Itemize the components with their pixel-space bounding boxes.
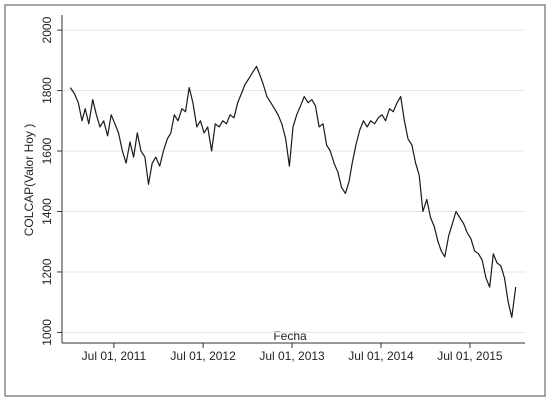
frame <box>4 4 546 397</box>
y-tick-label: 2000 <box>40 16 54 43</box>
x-tick-label: Jul 01, 2013 <box>259 349 325 363</box>
x-tick-label: Jul 01, 2015 <box>437 349 503 363</box>
y-tick-label: 1400 <box>40 198 54 225</box>
x-axis-label: Fecha <box>273 329 307 343</box>
y-tick-label: 1800 <box>40 77 54 104</box>
y-tick-label: 1600 <box>40 137 54 164</box>
line <box>69 65 517 318</box>
x-tick-label: Jul 01, 2011 <box>82 349 147 363</box>
x-tick-label: Jul 01, 2014 <box>348 349 414 363</box>
x-tick-label: Jul 01, 2012 <box>170 349 236 363</box>
y-tick-label: 1200 <box>40 258 54 285</box>
y-tick-label: 1000 <box>40 319 54 346</box>
y-axis-label: COLCAP(Valor Hoy ) <box>22 124 36 236</box>
